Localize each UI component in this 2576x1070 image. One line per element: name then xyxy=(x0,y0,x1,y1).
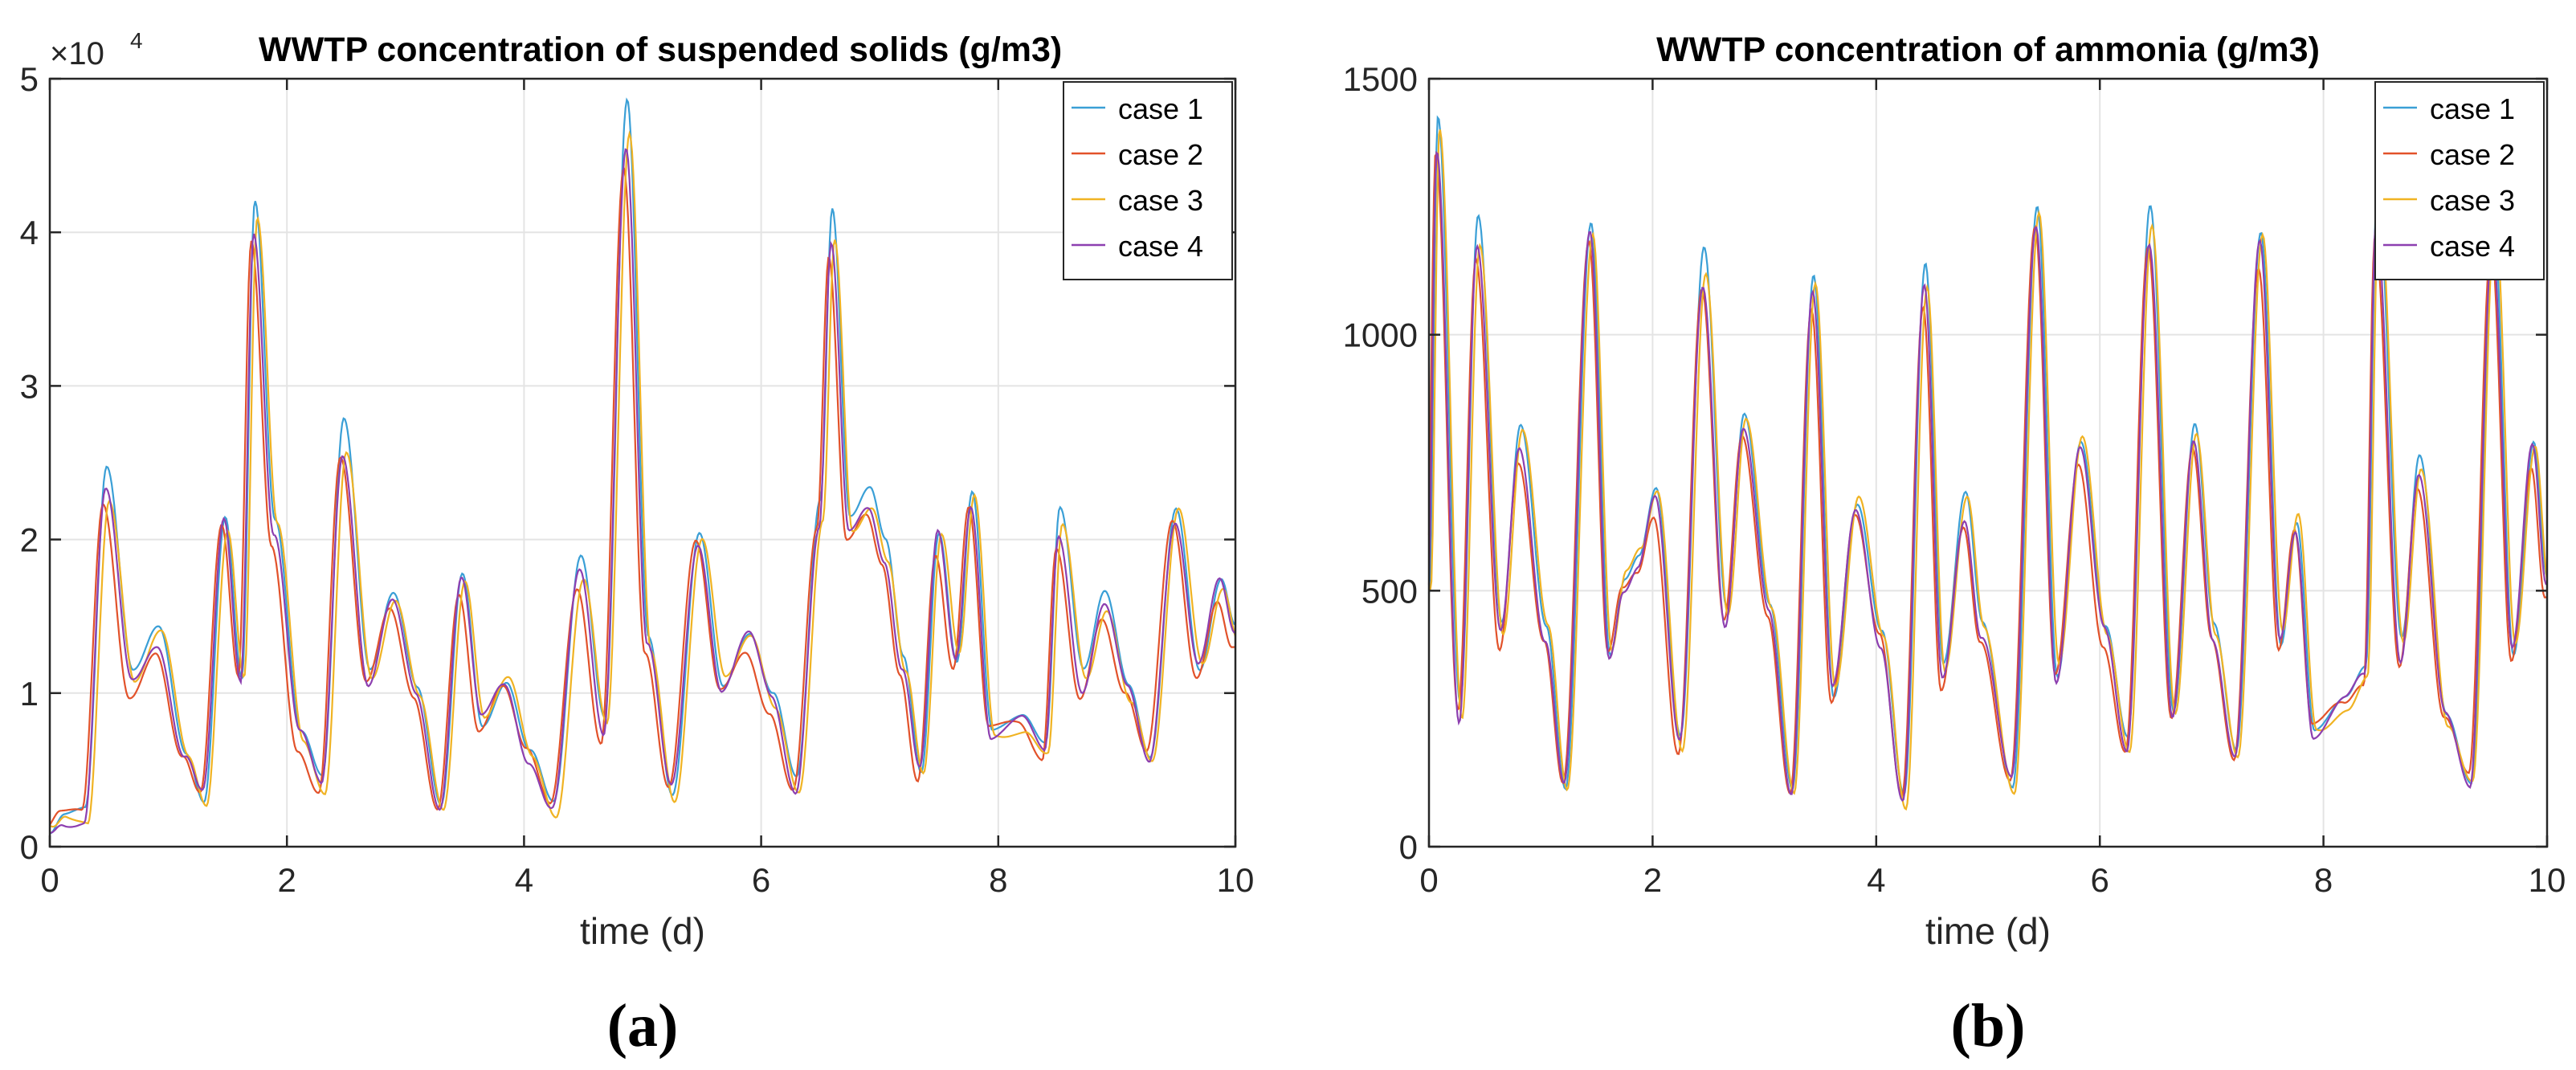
chart-title: WWTP concentration of suspended solids (… xyxy=(259,31,1062,69)
legend-label-case-4: case 4 xyxy=(2430,230,2515,263)
legend-label-case-3: case 3 xyxy=(1118,184,1203,217)
y-multiplier-exponent: 4 xyxy=(130,28,143,53)
series-line-case-3 xyxy=(49,130,1237,828)
y-tick-label: 1000 xyxy=(1343,317,1418,354)
legend-label-case-3: case 3 xyxy=(2430,184,2515,217)
series-line-case-4 xyxy=(49,148,1236,834)
legend: case 1 case 2 case 3 case 4 xyxy=(2374,81,2545,280)
panel-label: (b) xyxy=(1951,992,2026,1060)
x-tick-label: 2 xyxy=(278,861,296,899)
y-tick-label: 5 xyxy=(20,60,39,98)
series-line-case-4 xyxy=(1427,150,2548,802)
y-tick-label: 3 xyxy=(20,367,39,405)
x-tick-label: 0 xyxy=(1419,861,1438,899)
y-tick-label: 4 xyxy=(20,214,39,251)
x-tick-label: 6 xyxy=(2091,861,2109,899)
legend: case 1 case 2 case 3 case 4 xyxy=(1063,81,1233,280)
legend-box xyxy=(2374,81,2545,280)
chart-panel-1: 0 2 4 6 8 10 0 1 2 3 4 5 ×10 4 WWTP concentration of s… xyxy=(20,28,1255,1060)
legend-label-case-2: case 2 xyxy=(2430,138,2515,171)
y-tick-label: 1 xyxy=(20,675,39,713)
x-tick-label: 6 xyxy=(752,861,770,899)
x-tick-label: 4 xyxy=(1867,861,1885,899)
axes-box xyxy=(1427,77,2549,848)
x-tick-label: 2 xyxy=(1643,861,1662,899)
x-tick-label: 10 xyxy=(1217,861,1255,899)
x-tick-label: 8 xyxy=(989,861,1007,899)
x-tick-label: 10 xyxy=(2529,861,2566,899)
legend-label-case-1: case 1 xyxy=(1118,92,1203,125)
panel-label: (a) xyxy=(607,992,679,1060)
series-line-case-2 xyxy=(49,167,1236,826)
legend-label-case-2: case 2 xyxy=(1118,138,1203,171)
legend-box xyxy=(1063,81,1233,280)
axes-box xyxy=(48,77,1237,848)
x-tick-label: 8 xyxy=(2314,861,2333,899)
y-multiplier: ×10 xyxy=(50,36,104,71)
y-tick-label: 1500 xyxy=(1343,60,1418,98)
chart-title: WWTP concentration of ammonia (g/m3) xyxy=(1656,31,2320,69)
chart-panel-2: 0 2 4 6 8 10 0 500 1000 1500 WWTP concentration of… xyxy=(1343,31,2566,1060)
y-tick-label: 0 xyxy=(20,828,39,866)
x-axis-label: time (d) xyxy=(580,910,705,952)
y-tick-label: 500 xyxy=(1361,572,1418,610)
y-tick-label: 0 xyxy=(1399,828,1418,866)
x-tick-label: 4 xyxy=(515,861,533,899)
legend-label-case-4: case 4 xyxy=(1118,230,1203,263)
y-tick-label: 2 xyxy=(20,521,39,559)
legend-label-case-1: case 1 xyxy=(2430,92,2515,125)
x-axis-label: time (d) xyxy=(1925,910,2051,952)
x-tick-label: 0 xyxy=(40,861,59,899)
